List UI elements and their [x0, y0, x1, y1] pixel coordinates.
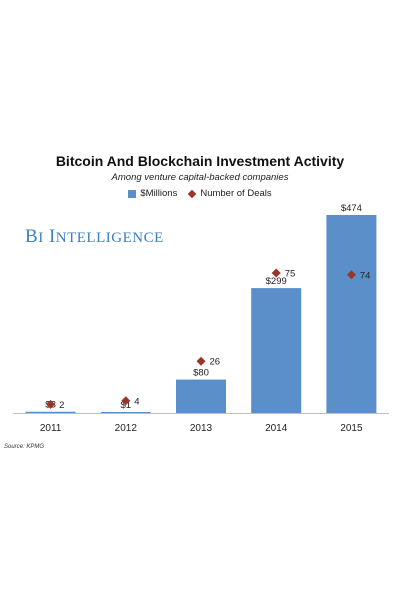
bar-2015	[326, 215, 377, 413]
deal-marker-2014	[271, 268, 281, 278]
bar-2011	[25, 411, 76, 413]
bi-intelligence-logo: BI INTELLIGENCE	[25, 226, 164, 247]
deal-value-label-2012: 4	[134, 396, 139, 407]
deal-marker-2012	[121, 396, 131, 406]
source-note: Source: KPMG	[4, 444, 45, 450]
legend-item-millions: $Millions	[128, 188, 177, 199]
plot-area: $322011$142012$80262013$299752014$474742…	[13, 203, 389, 434]
deal-value-label-2015: 74	[360, 270, 371, 281]
bar-2014	[251, 288, 302, 413]
legend: $Millions Number of Deals	[0, 188, 400, 199]
bar-2012	[100, 412, 151, 413]
deal-value-label-2014: 75	[285, 269, 296, 280]
legend-label-deals: Number of Deals	[200, 188, 272, 199]
deal-marker-2015	[346, 270, 356, 280]
chart-title: Bitcoin And Blockchain Investment Activi…	[55, 153, 345, 169]
legend-bar-swatch-icon	[128, 189, 137, 198]
x-tick-label-2011: 2011	[40, 423, 62, 434]
bar-2013	[176, 379, 226, 413]
deal-marker-2011	[46, 399, 56, 409]
bar-value-label-2012: $1	[121, 400, 132, 411]
legend-item-deals: Number of Deals	[188, 188, 272, 199]
deal-marker-2013	[196, 356, 206, 366]
bar-value-label-2015: $474	[341, 203, 362, 214]
chart-card: Bitcoin And Blockchain Investment Activi…	[0, 148, 400, 453]
deal-value-label-2013: 26	[210, 357, 221, 368]
bar-value-label-2014: $299	[266, 276, 287, 287]
legend-label-millions: $Millions	[140, 188, 178, 199]
chart-subtitle: Among venture capital-backed companies	[111, 172, 289, 183]
bar-value-label-2013: $80	[193, 368, 209, 379]
deal-value-label-2011: 2	[59, 400, 64, 411]
x-tick-label-2014: 2014	[265, 423, 288, 434]
x-tick-label-2013: 2013	[190, 423, 213, 434]
x-tick-label-2012: 2012	[115, 423, 138, 434]
x-tick-label-2015: 2015	[340, 423, 363, 434]
